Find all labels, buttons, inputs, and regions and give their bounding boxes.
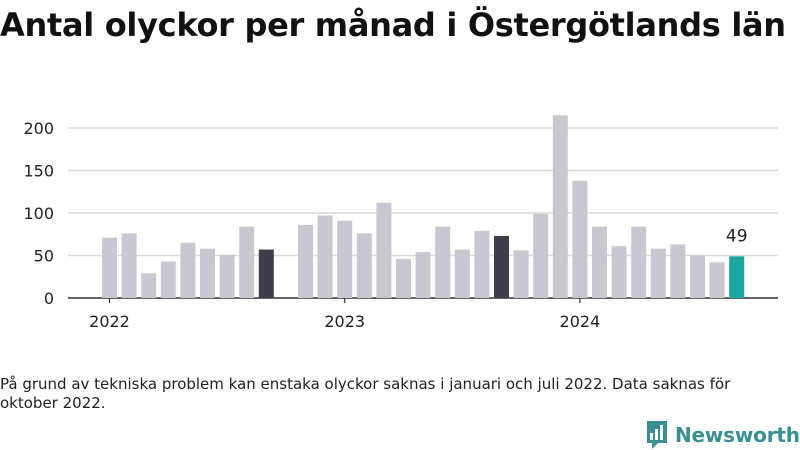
bar-2024-06: [670, 244, 686, 298]
bar-2023-12: [552, 115, 568, 298]
bar-2024-01: [572, 180, 588, 298]
y-tick-label: 100: [23, 204, 54, 223]
bar-2022-06: [200, 248, 215, 298]
brand-name: Newsworthy: [675, 423, 800, 447]
bar-2022-05: [180, 242, 196, 298]
data-label: 49: [726, 226, 748, 246]
y-tick-label: 200: [23, 119, 54, 138]
bar-2022-04: [160, 261, 176, 298]
y-tick-label: 150: [23, 162, 54, 181]
bar-2024-05: [650, 248, 666, 298]
x-tick-label: 2022: [89, 312, 130, 331]
bar-2022-07: [219, 254, 235, 298]
bar-2024-03: [611, 246, 627, 298]
chart-title: Antal olyckor per månad i Östergötlands …: [0, 6, 786, 44]
bar-2023-01: [337, 220, 353, 298]
bar-2024-04: [631, 226, 647, 298]
footnote: På grund av tekniska problem kan enstaka…: [0, 375, 731, 412]
bar-2022-11: [298, 224, 313, 298]
bar-chart: 0 50 100 150 200 2022 2023 2024 49: [23, 115, 778, 331]
brand-logo[interactable]: Newsworthy: [645, 420, 800, 450]
bar-2023-06: [435, 226, 451, 298]
bar-2024-07: [690, 255, 705, 298]
axis-labels: 0 50 100 150 200 2022 2023 2024 49: [23, 119, 747, 331]
bar-2023-11: [533, 213, 549, 298]
bar-chart-logo-icon: [647, 421, 667, 449]
bar-2024-08: [709, 262, 725, 298]
bar-2023-02: [356, 233, 372, 298]
bar-2023-04: [396, 258, 411, 298]
bar-2023-05: [415, 252, 431, 298]
bar-2023-03: [376, 202, 392, 298]
bar-2023-10: [513, 250, 529, 298]
x-tick-label: 2024: [560, 312, 601, 331]
bar-2022-02: [121, 233, 137, 298]
bar-2022-09: [258, 249, 274, 298]
bar-2023-07: [454, 249, 470, 298]
bar-2022-01: [102, 237, 117, 298]
bar-2023-08: [474, 230, 490, 298]
y-tick-label: 0: [44, 289, 54, 308]
bars: [102, 115, 745, 298]
y-tick-label: 50: [34, 247, 54, 266]
bar-2022-03: [141, 273, 157, 298]
x-tick-label: 2023: [324, 312, 365, 331]
bar-2024-09: [729, 256, 745, 298]
bar-2022-08: [239, 226, 255, 298]
bar-2024-02: [592, 226, 607, 298]
bar-2023-09: [494, 235, 509, 298]
bar-2022-12: [317, 215, 333, 298]
